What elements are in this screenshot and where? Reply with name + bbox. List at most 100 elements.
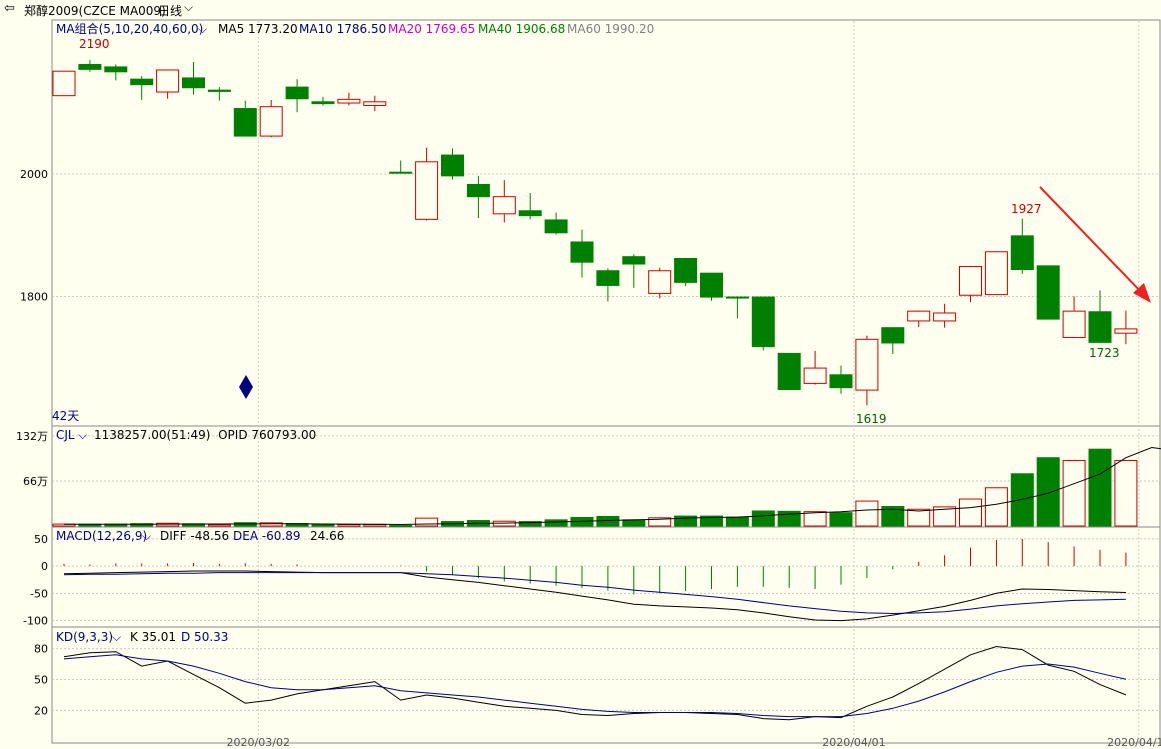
candle-body [622,256,646,265]
candle-body [492,196,516,215]
volume-pane [52,446,1161,528]
volume-bar [984,487,1008,527]
candle-body [777,352,801,390]
chevron-down-icon[interactable]: ⌵ [112,630,121,644]
candle-body [803,367,827,384]
volume-bar [130,523,154,527]
candle-body [389,171,413,174]
low-price-label: 1619 [856,412,887,426]
volume-bar [933,506,957,527]
candle-body [156,69,180,93]
chevron-down-icon[interactable]: ⌵ [184,0,194,14]
volume-bar [544,519,568,527]
volume-bar [337,523,361,527]
volume-bar [700,515,723,527]
y-tick-label: 0 [41,560,48,573]
volume-bar [674,515,698,527]
kd-d-value: D 50.33 [181,630,228,644]
volume-bar [881,506,905,527]
chevron-down-icon[interactable]: ⌵ [78,428,87,442]
y-tick-label: -50 [30,587,48,600]
volume-bar [751,510,775,527]
kd-k-line [63,645,1127,721]
macd-diff-line [63,570,1126,622]
period-selector[interactable]: 日线 [158,4,183,18]
candle-body [78,63,102,70]
days-count-label: 42天 [52,409,79,423]
candle-body [466,183,490,198]
peak-price-label: 1927 [1011,202,1042,216]
volume-values: 1138257.00(51:49) OPID 760793.00 [94,428,316,442]
y-tick-label: 2000 [20,168,48,181]
candle-body [907,310,931,322]
ma-legend-name[interactable]: MA组合(5,10,20,40,60,0) [56,21,203,36]
ma5-value: MA5 1773.20 [218,22,298,36]
volume-bar [829,512,853,527]
candle-body [1114,328,1138,334]
volume-bar [389,525,413,528]
kd-d-line [63,654,1127,718]
y-tick-label: 1800 [20,290,48,303]
candlestick-pane [52,60,1138,406]
volume-bar [259,522,283,527]
candle-body [1036,265,1060,320]
chevron-down-icon[interactable]: ⌵ [142,529,151,543]
candle-body [674,258,698,283]
kd-pane [63,645,1127,721]
candle-body [207,89,231,92]
y-tick-label: 66万 [23,475,48,488]
volume-bar [855,500,879,527]
symbol-title[interactable]: 郑醇2009(CZCE MA009) [24,4,166,18]
candle-body [984,251,1008,296]
volume-bar [1036,457,1060,527]
y-tick-label: 20 [34,704,48,717]
y-tick-label: 50 [34,533,48,546]
candle-body [700,272,723,298]
main-legend: MA组合(5,10,20,40,60,0) ⌵ MA5 1773.20 MA10… [56,21,654,36]
volume-bar [207,524,231,527]
volume-bar [1062,459,1086,527]
y-tick-label: -100 [23,615,48,628]
y-tick-label: 132万 [16,430,48,443]
volume-bar [959,498,982,527]
volume-bar [622,519,646,527]
candle-body [1088,311,1112,343]
main-annotations: 42天 2190 1927 1619 1723 [52,37,1151,426]
macd-legend-name[interactable]: MACD(12,26,9) [56,529,147,543]
x-tick-label: 2020/04/01 [822,736,885,749]
candle-body [441,154,464,177]
volume-bar [1088,448,1112,527]
trend-arrow-icon [1133,283,1151,303]
macd-dea-value: DEA -60.89 [233,529,301,543]
volume-bar [415,517,439,527]
candle-body [648,270,672,294]
grid [52,21,1160,743]
volume-bar [803,511,827,527]
macd-pane [63,538,1127,622]
x-tick-label: 2020/04/17 [1107,736,1161,749]
candle-body [259,106,283,137]
candle-body [415,161,439,220]
candle-body [881,327,905,344]
volume-bar [311,523,335,527]
ma20-value: MA20 1769.65 [388,22,475,36]
volume-legend-name[interactable]: CJL [56,428,75,442]
candle-body [104,66,128,73]
kd-legend-name[interactable]: KD(9,3,3) [56,630,113,644]
kd-k-value: K 35.01 [130,630,176,644]
candle-body [233,108,257,137]
y-tick-label: 80 [34,643,48,656]
back-arrow-icon[interactable]: ⇦ [4,1,15,16]
candle-body [311,101,335,105]
candle-body [182,77,205,89]
macd-dea-line [63,572,1126,615]
candle-body [130,78,154,86]
chevron-down-icon[interactable]: ⌵ [198,22,207,36]
ma60-value: MA60 1990.20 [567,22,654,36]
candle-body [52,70,76,97]
y-tick-label: 50 [34,674,48,687]
axis-labels: 2000 1800 132万 66万 50 0 -50 -100 80 50 20 2020/03/0… [16,168,1161,749]
candle-body [518,210,542,217]
candle-body [570,241,594,263]
